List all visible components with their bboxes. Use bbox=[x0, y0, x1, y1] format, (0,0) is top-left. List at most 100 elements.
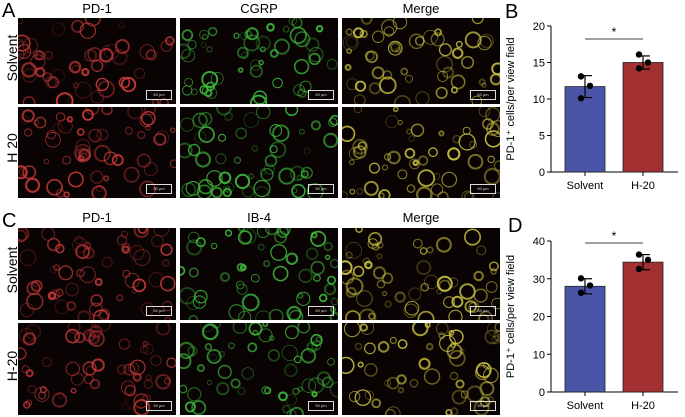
cell-mark bbox=[296, 291, 311, 306]
cell-mark bbox=[458, 133, 476, 151]
cell-mark bbox=[180, 341, 195, 360]
cell-mark bbox=[65, 361, 80, 376]
cell-mark bbox=[18, 34, 31, 52]
cell-mark bbox=[270, 244, 288, 261]
cell-mark bbox=[384, 379, 392, 387]
cell-mark bbox=[66, 116, 74, 123]
cell-texture bbox=[18, 107, 176, 198]
cell-mark bbox=[306, 183, 324, 198]
cell-mark bbox=[196, 364, 205, 373]
cell-mark bbox=[353, 107, 363, 114]
cell-mark bbox=[296, 174, 303, 181]
cell-mark bbox=[354, 80, 367, 92]
cell-mark bbox=[345, 277, 364, 296]
cell-mark bbox=[22, 68, 37, 83]
cell-mark bbox=[376, 253, 383, 260]
cell-mark bbox=[345, 310, 361, 320]
cell-mark bbox=[81, 67, 90, 77]
cell-mark bbox=[18, 167, 28, 177]
cell-mark bbox=[21, 61, 37, 78]
cell-mark bbox=[94, 323, 112, 332]
cell-mark bbox=[101, 107, 113, 116]
cell-mark bbox=[408, 33, 425, 50]
bar-chart-d: 0 10 20 30 40 PD-1⁺ cells/per view field Solve… bbox=[505, 229, 678, 412]
cell-mark bbox=[166, 357, 176, 368]
cell-mark bbox=[194, 131, 207, 144]
scale-bar: 50 μm bbox=[308, 90, 334, 100]
cell-mark bbox=[101, 256, 113, 268]
cell-mark bbox=[208, 26, 218, 37]
cell-mark bbox=[90, 294, 103, 307]
cell-mark bbox=[185, 239, 203, 256]
cell-mark bbox=[377, 192, 385, 198]
cell-mark bbox=[188, 315, 198, 320]
cell-mark bbox=[170, 127, 176, 133]
cell-texture bbox=[342, 107, 500, 198]
cell-mark bbox=[74, 82, 92, 99]
cell-mark bbox=[477, 313, 490, 320]
cell-mark bbox=[274, 230, 288, 244]
cell-mark bbox=[89, 378, 101, 390]
cell-mark bbox=[352, 138, 368, 155]
cell-mark bbox=[285, 107, 299, 117]
cell-mark bbox=[278, 391, 288, 402]
cell-mark bbox=[353, 94, 366, 104]
y-tick-label: 5 bbox=[539, 131, 545, 143]
cell-mark bbox=[46, 237, 61, 252]
cell-mark bbox=[266, 22, 275, 32]
cell-mark bbox=[210, 72, 224, 85]
cell-mark bbox=[363, 363, 378, 377]
cell-mark bbox=[218, 350, 226, 358]
cell-mark bbox=[123, 363, 136, 376]
cell-mark bbox=[206, 46, 213, 53]
cell-mark bbox=[205, 90, 213, 98]
panel-label-b: B bbox=[505, 1, 519, 23]
cell-mark bbox=[259, 168, 267, 175]
cell-mark bbox=[329, 306, 337, 313]
cell-mark bbox=[308, 52, 321, 66]
cell-mark bbox=[74, 235, 84, 245]
scale-bar: 50 μm bbox=[146, 184, 172, 194]
cell-mark bbox=[140, 345, 148, 354]
cell-mark bbox=[490, 268, 497, 275]
cell-mark bbox=[289, 406, 304, 415]
cell-mark bbox=[346, 36, 358, 48]
cell-mark bbox=[84, 18, 101, 27]
cell-mark bbox=[245, 27, 259, 41]
cell-mark bbox=[268, 308, 284, 320]
cell-mark bbox=[82, 246, 95, 260]
cell-mark bbox=[159, 275, 176, 292]
cell-mark bbox=[461, 190, 473, 198]
cell-mark bbox=[405, 74, 413, 83]
cell-mark bbox=[442, 66, 455, 79]
cell-mark bbox=[188, 267, 199, 278]
cell-mark bbox=[368, 231, 383, 247]
cell-mark bbox=[279, 228, 291, 236]
cell-mark bbox=[315, 25, 324, 33]
cell-mark bbox=[318, 293, 328, 303]
cell-mark bbox=[316, 371, 332, 386]
cell-mark bbox=[409, 158, 420, 170]
cell-mark bbox=[455, 40, 463, 48]
cell-mark bbox=[300, 348, 317, 364]
cell-mark bbox=[345, 242, 362, 259]
cell-mark bbox=[46, 178, 63, 196]
cell-mark bbox=[91, 323, 99, 328]
cell-mark bbox=[24, 323, 42, 341]
cell-mark bbox=[243, 30, 253, 39]
cell-mark bbox=[485, 281, 498, 293]
cell-mark bbox=[479, 33, 494, 49]
cell-mark bbox=[307, 377, 325, 394]
cell-mark bbox=[42, 357, 52, 368]
cell-mark bbox=[181, 182, 196, 198]
cell-mark bbox=[54, 299, 69, 314]
cell-mark bbox=[164, 377, 171, 385]
cell-mark bbox=[451, 86, 459, 94]
cell-mark bbox=[310, 230, 327, 247]
y-tick-label: 10 bbox=[533, 94, 545, 106]
cell-mark bbox=[21, 365, 30, 374]
cell-mark bbox=[145, 49, 157, 61]
cell-mark bbox=[35, 67, 46, 78]
cell-mark bbox=[267, 349, 281, 362]
cell-mark bbox=[256, 228, 270, 238]
